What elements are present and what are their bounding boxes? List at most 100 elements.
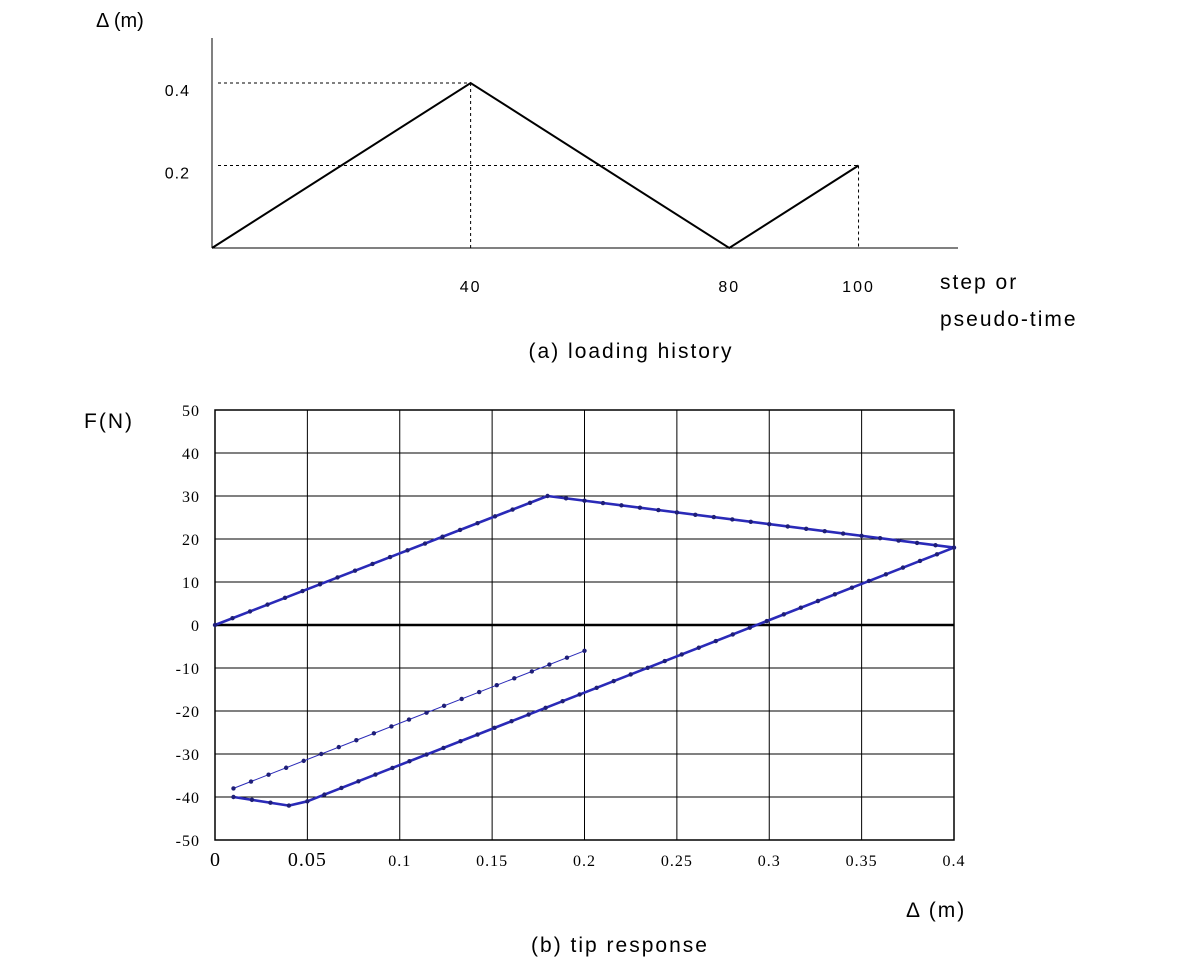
loading-history-series <box>211 81 860 250</box>
tip-response-main-curve-markers-point-80 <box>286 803 292 808</box>
tip-response-y-axis-label: F(N) <box>84 410 134 433</box>
tip-response-y-tick-label-2: 30 <box>182 489 200 506</box>
tip-response-main-curve-markers-point-46 <box>866 578 872 584</box>
tip-response-main-curve-markers-point-53 <box>747 625 753 630</box>
tip-response-x-tick-label-5: 0.25 <box>661 853 693 870</box>
loading-history-y-ticks: 0.4 0.2 <box>165 83 189 183</box>
tip-response-main-curve-markers-point-28 <box>711 514 717 520</box>
tip-response-secondary-line-markers-point-16 <box>512 676 517 681</box>
tip-response-main-curve-markers-point-3 <box>265 602 270 607</box>
tip-response-main-curve-markers-point-39 <box>914 540 920 546</box>
tip-response-main-curve-markers-point-34 <box>822 528 827 534</box>
tip-response-x-tick-label-2: 0.1 <box>388 853 411 870</box>
tip-response-main-curve-markers-point-32 <box>785 524 790 529</box>
tip-response-main-curve-markers-point-78 <box>322 792 327 797</box>
loading-history-chart: Δ (m) 0.4 0.2 40 80 100 step or pseudo-time… <box>96 10 1078 363</box>
tip-response-main-curve-markers-point-12 <box>422 541 428 546</box>
tip-response-main-curve-markers-point-37 <box>877 536 883 541</box>
tip-response-secondary-line-markers-point-11 <box>424 710 429 715</box>
tip-response-main-curve-markers-point-19 <box>545 493 550 499</box>
tip-response-secondary-line-markers-point-13 <box>459 696 464 702</box>
tip-response-y-ticks: 50 40 30 20 10 0 -10 -20 -30 -40 -50 <box>176 403 200 850</box>
tip-response-main-curve-markers-point-11 <box>405 548 410 553</box>
tip-response-main-curve-markers-point-23 <box>619 503 624 508</box>
tip-response-y-tick-label-9: -40 <box>176 790 200 807</box>
tip-response-main-curve-markers-point-73 <box>407 759 412 764</box>
tip-response-y-tick-label-4: 10 <box>182 575 200 592</box>
tip-response-x-tick-label-1: 0.05 <box>288 849 327 871</box>
tip-response-main-curve-markers-point-82 <box>249 797 255 803</box>
tip-response-main-curve-markers-point-81 <box>268 800 273 805</box>
tip-response-main-curve-markers-point-42 <box>934 552 940 557</box>
tip-response-main-curve-markers-point-65 <box>543 705 548 711</box>
tip-response-y-tick-label-7: -20 <box>176 704 200 721</box>
tip-response-x-tick-label-8: 0.4 <box>943 853 966 870</box>
tip-response-main-curve-markers-point-66 <box>526 712 531 717</box>
tip-response-main-curve-markers-point-35 <box>840 531 846 536</box>
tip-response-secondary-line-markers-point-8 <box>371 731 377 736</box>
tip-response-main-curve-markers-point-59 <box>645 665 650 670</box>
tip-response-main-curve-markers-point-22 <box>600 500 606 506</box>
tip-response-main-curve-markers-point-2 <box>247 609 253 614</box>
tip-response-secondary-line-markers-point-14 <box>476 689 482 695</box>
tip-response-main-curve-markers-point-48 <box>832 592 838 597</box>
tip-response-main-curve-markers-point-13 <box>440 534 445 539</box>
tip-response-x-tick-label-6: 0.3 <box>758 853 781 870</box>
tip-response-main-curve-markers-point-26 <box>674 510 680 515</box>
tip-response-main-curve-markers-point-71 <box>441 745 446 751</box>
tip-response-main-curve-markers-point-6 <box>317 582 323 587</box>
tip-response-secondary-line-markers-point-20 <box>582 648 587 653</box>
tip-response-main-curve-markers-point-8 <box>352 568 358 573</box>
loading-history-x-tick-label-2: 100 <box>842 279 875 296</box>
tip-response-main-curve-markers-point-54 <box>730 632 735 637</box>
tip-response-main-curve-markers-point-44 <box>900 565 906 570</box>
tip-response-main-curve-markers-point-7 <box>335 575 340 580</box>
tip-response-secondary-line-markers-point-3 <box>283 765 289 770</box>
tip-response-main-curve-markers-point-51 <box>781 612 787 617</box>
tip-response-main-curve-markers-point-40 <box>933 543 938 548</box>
tip-response-main-curve-markers-point-64 <box>560 698 565 704</box>
tip-response-main-curve-markers-point-67 <box>509 718 514 724</box>
tip-response-secondary-line-markers-point-15 <box>494 683 499 688</box>
tip-response-x-tick-label-3: 0.15 <box>476 853 508 870</box>
tip-response-main-curve-markers-point-83 <box>231 794 236 800</box>
tip-response-main-curve-markers-point-76 <box>356 779 361 784</box>
tip-response-main-curve-markers-point-17 <box>510 507 515 512</box>
tip-response-main-curve-markers-point-36 <box>859 533 864 539</box>
tip-response-main-curve-markers-point-61 <box>611 678 616 684</box>
tip-response-main-curve-markers-point-69 <box>475 732 480 737</box>
tip-response-y-tick-label-0: 50 <box>182 403 200 420</box>
tip-response-main-curve-markers-point-63 <box>577 692 582 697</box>
tip-response-secondary-line-markers-point-18 <box>547 662 552 667</box>
tip-response-secondary-line-markers-point-1 <box>248 779 254 784</box>
tip-response-main-curve-markers-point-5 <box>300 588 305 594</box>
loading-history-y-axis-label: Δ (m) <box>96 10 144 32</box>
tip-response-main-curve-markers-point-41 <box>951 545 957 550</box>
tip-response-main-curve-markers-point-30 <box>748 519 753 524</box>
tip-response-secondary-line-markers-point-7 <box>354 738 359 743</box>
tip-response-x-tick-label-7: 0.35 <box>846 853 878 870</box>
tip-response-main-curve-markers-point-70 <box>458 739 463 744</box>
tip-response-main-curve-markers-point-62 <box>594 685 599 691</box>
loading-history-x-axis-label-line-1: step or <box>940 271 1018 294</box>
tip-response-caption: (b) tip response <box>531 934 709 957</box>
loading-history-x-tick-label-0: 40 <box>460 279 482 296</box>
tip-response-main-curve-markers-point-14 <box>457 527 463 533</box>
tip-response-main-curve-markers-point-15 <box>475 520 480 526</box>
tip-response-secondary-line-markers-point-19 <box>564 655 570 660</box>
tip-response-secondary-line-markers-point-12 <box>441 703 447 709</box>
tip-response-secondary-line-markers-point-0 <box>231 786 236 791</box>
tip-response-y-tick-label-10: -50 <box>176 833 200 850</box>
tip-response-main-curve-markers-point-77 <box>339 785 344 791</box>
tip-response-main-curve-markers-point-25 <box>656 507 661 513</box>
tip-response-secondary-line-markers-point-2 <box>266 772 271 777</box>
tip-response-series <box>212 493 957 808</box>
tip-response-main-curve-markers-point-1 <box>230 616 235 621</box>
tip-response-secondary-line-markers-point-5 <box>319 751 324 757</box>
tip-response-main-curve-markers-point-68 <box>492 725 497 731</box>
tip-response-main-curve-markers-point-21 <box>582 498 587 503</box>
tip-response-y-tick-label-3: 20 <box>182 532 200 549</box>
tip-response-main-curve-markers-point-27 <box>693 512 698 517</box>
loading-history-x-axis-label-line-2: pseudo-time <box>940 308 1078 331</box>
